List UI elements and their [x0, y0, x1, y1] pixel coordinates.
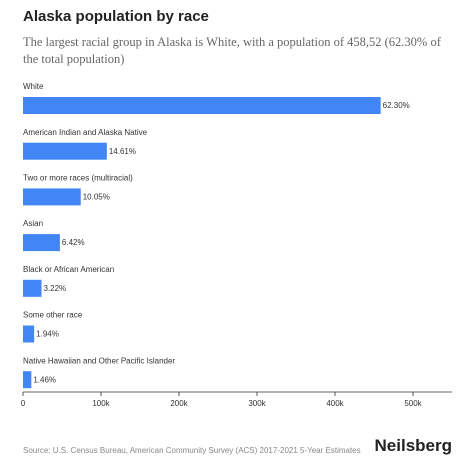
value-label: 6.42% — [62, 238, 85, 247]
x-tick-label: 0 — [21, 399, 26, 408]
chart-title: Alaska population by race — [23, 8, 209, 25]
value-label: 14.61% — [109, 147, 136, 156]
x-tick-label: 200k — [170, 399, 188, 408]
category-label: Asian — [23, 219, 43, 228]
bar — [23, 234, 60, 252]
category-label: White — [23, 82, 44, 91]
category-label: Native Hawaiian and Other Pacific Island… — [23, 356, 175, 365]
value-label: 1.46% — [33, 375, 56, 384]
x-tick-label: 500k — [404, 399, 422, 408]
category-label: Two or more races (multiracial) — [23, 174, 133, 183]
category-label: American Indian and Alaska Native — [23, 128, 148, 137]
x-tick-label: 400k — [326, 399, 344, 408]
value-label: 1.94% — [36, 330, 59, 339]
chart-subtitle: The largest racial group in Alaska is Wh… — [23, 35, 441, 66]
x-tick-label: 100k — [92, 399, 110, 408]
x-tick-label: 300k — [248, 399, 266, 408]
category-label: Black or African American — [23, 265, 114, 274]
category-label: Some other race — [23, 311, 83, 320]
bar — [23, 142, 107, 160]
brand-logo: Neilsberg — [374, 436, 452, 455]
bar — [23, 371, 32, 389]
bar — [23, 97, 381, 114]
bar — [23, 188, 81, 206]
bar — [23, 279, 42, 297]
value-label: 3.22% — [43, 284, 66, 293]
value-label: 10.05% — [83, 193, 110, 202]
value-label: 62.30% — [383, 101, 410, 110]
bar — [23, 325, 35, 343]
source-note: Source: U.S. Census Bureau, American Com… — [23, 446, 361, 455]
